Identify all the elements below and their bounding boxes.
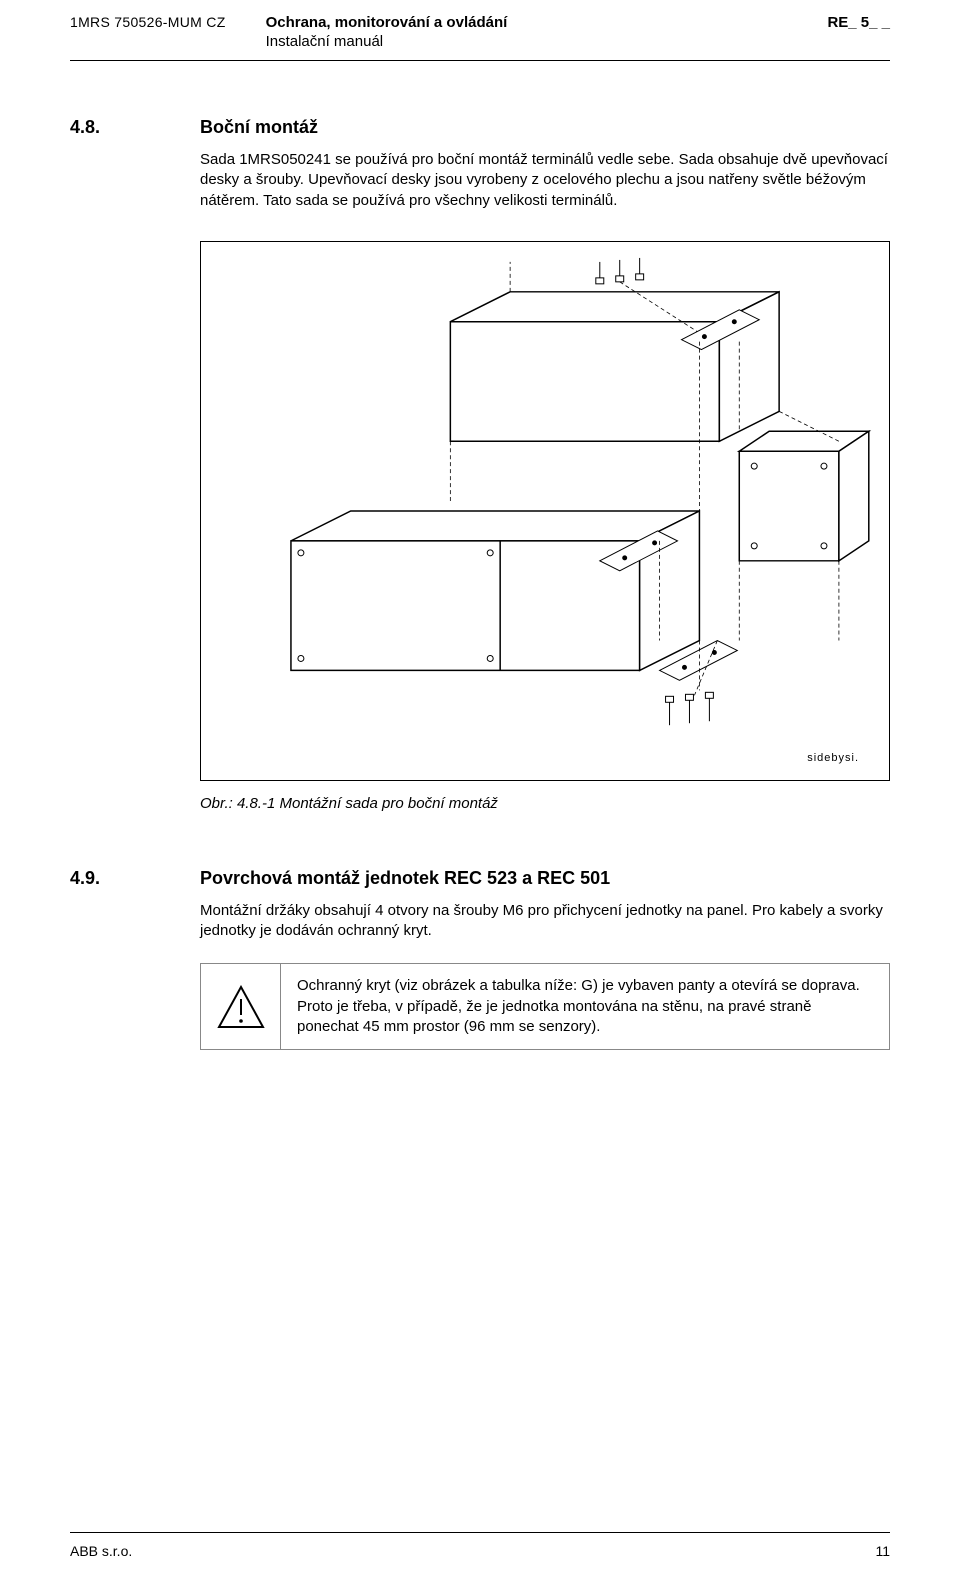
section-text: Sada 1MRS050241 se používá pro boční mon… [200, 150, 890, 211]
footer-page-number: 11 [875, 1543, 890, 1559]
section-4-9: 4.9. Povrchová montáž jednotek REC 523 a… [70, 868, 890, 1050]
mounting-diagram-svg [201, 242, 889, 780]
section-body: Boční montáž Sada 1MRS050241 se používá … [200, 117, 890, 211]
header-center: Ochrana, monitorování a ovládání Instala… [226, 14, 828, 50]
warning-box: Ochranný kryt (viz obrázek a tabulka níž… [200, 963, 890, 1050]
section-body: Povrchová montáž jednotek REC 523 a REC … [200, 868, 890, 1050]
section-text: Montážní držáky obsahují 4 otvory na šro… [200, 901, 890, 942]
doc-code: 1MRS 750526-MUM CZ [70, 14, 226, 50]
warning-triangle-icon [217, 985, 265, 1029]
content-area: 4.8. Boční montáž Sada 1MRS050241 se pou… [0, 117, 960, 1050]
section-title: Boční montáž [200, 117, 890, 138]
page-header: 1MRS 750526-MUM CZ Ochrana, monitorování… [0, 0, 960, 50]
figure-inner-label: sidebysi. [807, 752, 859, 764]
header-rule [70, 60, 890, 61]
section-number: 4.8. [70, 117, 200, 211]
warning-text: Ochranný kryt (viz obrázek a tabulka níž… [281, 964, 889, 1049]
footer-left: ABB s.r.o. [70, 1543, 132, 1559]
header-subtitle: Instalační manuál [266, 33, 828, 50]
section-number: 4.9. [70, 868, 200, 1050]
section-title: Povrchová montáž jednotek REC 523 a REC … [200, 868, 890, 889]
warning-icon-cell [201, 964, 281, 1049]
figure-4-8-1: sidebysi. [200, 241, 890, 781]
header-right-code: RE_ 5_ _ [827, 14, 890, 50]
page-footer: ABB s.r.o. 11 [70, 1532, 890, 1559]
section-4-8: 4.8. Boční montáž Sada 1MRS050241 se pou… [70, 117, 890, 211]
figure-caption: Obr.: 4.8.-1 Montážní sada pro boční mon… [200, 795, 890, 812]
header-title: Ochrana, monitorování a ovládání [266, 14, 828, 31]
